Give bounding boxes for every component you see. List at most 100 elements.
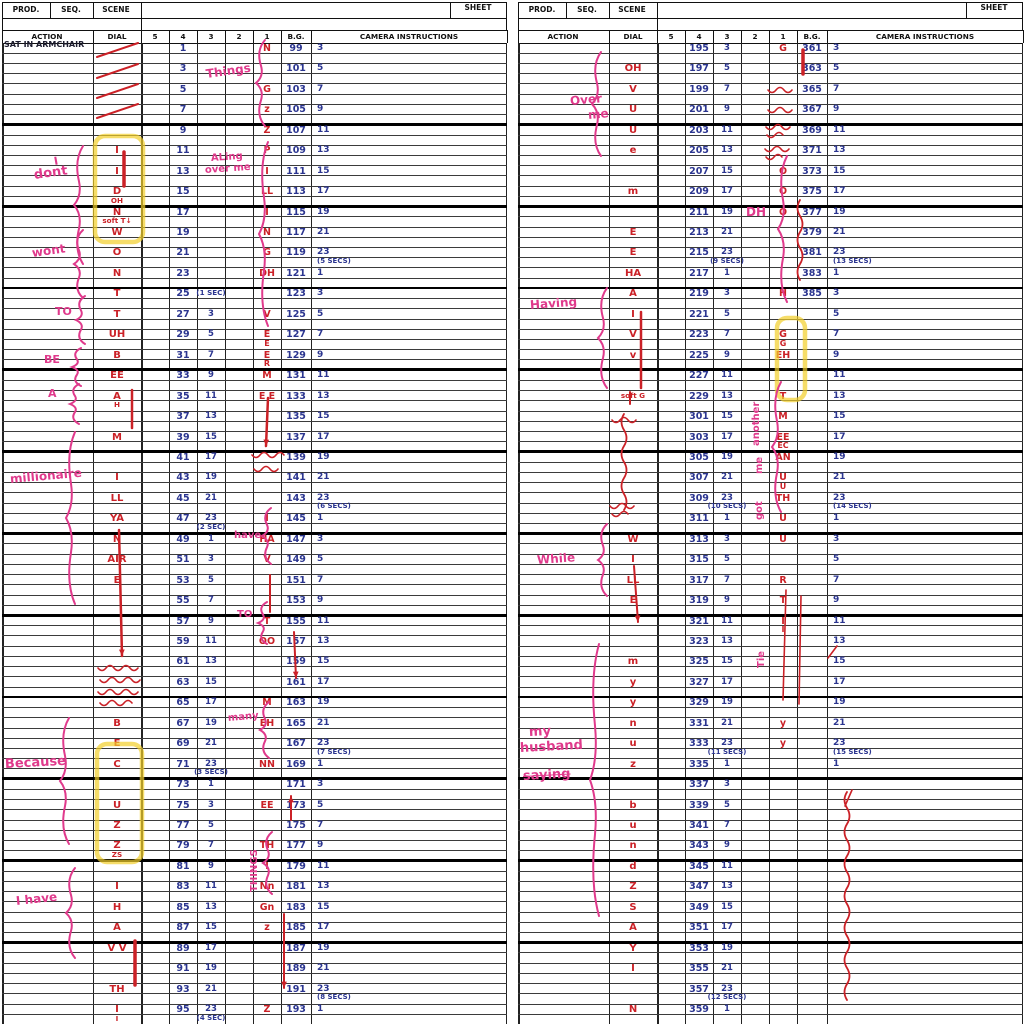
frame-line <box>518 359 1023 361</box>
footage-counter: 9 <box>724 104 730 115</box>
dial-phoneme: I <box>115 472 119 484</box>
camera-counter: 9 <box>317 104 324 115</box>
seq-label: SEQ. <box>577 5 597 14</box>
frame-line <box>2 349 507 351</box>
inbetween-phoneme: U <box>779 472 787 484</box>
camera-counter: 19 <box>317 451 330 462</box>
frame-line <box>518 461 1023 463</box>
footage-counter: 19 <box>721 451 733 462</box>
camera-counter: 7 <box>317 329 324 340</box>
dial-phoneme: A <box>113 922 121 934</box>
frame-line <box>2 512 507 514</box>
frame-line <box>518 195 1023 197</box>
footage-counter: 11 <box>721 370 733 381</box>
camera-counter: 23 <box>317 492 330 503</box>
camera-counter: 5 <box>317 799 324 810</box>
footage-counter: 23 <box>721 247 733 258</box>
frame-number: 211 <box>689 206 709 218</box>
bg-number: 131 <box>286 370 306 382</box>
footage-counter: 13 <box>721 635 733 646</box>
footage-counter: 13 <box>205 901 217 912</box>
frame-line <box>518 52 1023 54</box>
frame-line <box>2 359 507 361</box>
frame-number: 45 <box>176 492 190 504</box>
camera-counter: 13 <box>833 145 846 156</box>
camera-counter: 9 <box>317 595 324 606</box>
printed-line <box>225 30 227 43</box>
bg-number: 101 <box>286 63 306 75</box>
printed-line <box>2 30 4 43</box>
frame-line <box>518 983 1023 985</box>
printed-line <box>197 30 199 43</box>
frame-line <box>518 349 1023 351</box>
camera-counter: 5 <box>317 308 324 319</box>
frame-line <box>2 747 507 749</box>
footage-counter: 11 <box>721 860 733 871</box>
bg-number: 147 <box>286 533 306 545</box>
inbetween-phoneme: O <box>778 206 788 218</box>
camera-counter: 1 <box>833 513 840 524</box>
frame-line <box>2 901 507 903</box>
footage-counter: 19 <box>721 206 733 217</box>
frame-line <box>2 911 507 913</box>
frame-number: 5 <box>179 83 187 95</box>
footage-counter: 5 <box>208 574 214 585</box>
handwritten-label: me <box>587 106 610 122</box>
inbetween-phoneme: OO <box>258 635 276 647</box>
frame-line <box>518 93 1023 95</box>
heavy-bar-line <box>518 777 1023 781</box>
frame-line <box>518 277 1023 279</box>
footage-counter: 5 <box>724 799 730 810</box>
printed-line <box>518 2 1023 4</box>
frame-number: 59 <box>176 635 190 647</box>
dial-phoneme: N <box>112 533 122 545</box>
frame-line <box>518 431 1023 432</box>
heavy-bar-line <box>2 286 507 290</box>
frame-line <box>2 420 507 422</box>
camera-counter: 19 <box>833 451 846 462</box>
camera-counter: 19 <box>317 697 330 708</box>
inbetween-phoneme: I <box>781 625 785 635</box>
camera-counter: 13 <box>317 881 330 892</box>
footage-counter: 9 <box>208 860 214 871</box>
column-header: CAMERA INSTRUCTIONS <box>359 32 459 41</box>
camera-counter: 5 <box>833 308 840 319</box>
frame-line <box>2 195 507 197</box>
dial-phoneme: S <box>629 901 637 913</box>
frame-number: 49 <box>176 533 190 545</box>
printed-line <box>281 30 283 43</box>
frame-line <box>518 114 1023 116</box>
frame-number: 215 <box>689 247 709 259</box>
frame-number: 1 <box>179 43 187 54</box>
bg-number: 135 <box>286 411 306 423</box>
frame-line <box>2 645 507 647</box>
frame-line <box>2 185 507 187</box>
camera-counter: 15 <box>317 165 330 176</box>
frame-number: 7 <box>179 104 187 116</box>
inbetween-phoneme: U <box>779 513 787 525</box>
footage-counter: (4 SEC) <box>196 1013 226 1022</box>
bg-number: 125 <box>286 308 306 320</box>
frame-number: 61 <box>176 656 190 668</box>
inbetween-phoneme: I <box>265 860 269 872</box>
frame-number: 209 <box>689 186 709 198</box>
frame-number: 229 <box>689 390 709 402</box>
frame-number: 53 <box>176 574 190 586</box>
frame-line <box>2 962 507 964</box>
prod-label: PROD. <box>528 5 556 14</box>
printed-line <box>657 30 659 43</box>
dial-phoneme: I <box>115 1013 119 1023</box>
printed-line <box>141 18 143 30</box>
bg-number: 99 <box>289 43 303 54</box>
printed-line <box>93 2 95 18</box>
frame-number: 337 <box>689 779 709 791</box>
footage-counter: 1 <box>724 1004 730 1015</box>
frame-line <box>518 512 1023 514</box>
frame-line <box>518 165 1023 167</box>
frame-line <box>2 809 507 811</box>
frame-line <box>518 390 1023 392</box>
frame-number: 311 <box>689 513 709 525</box>
frame-line <box>2 768 507 770</box>
footage-counter: 15 <box>721 656 733 667</box>
column-header: 1 <box>780 32 786 41</box>
